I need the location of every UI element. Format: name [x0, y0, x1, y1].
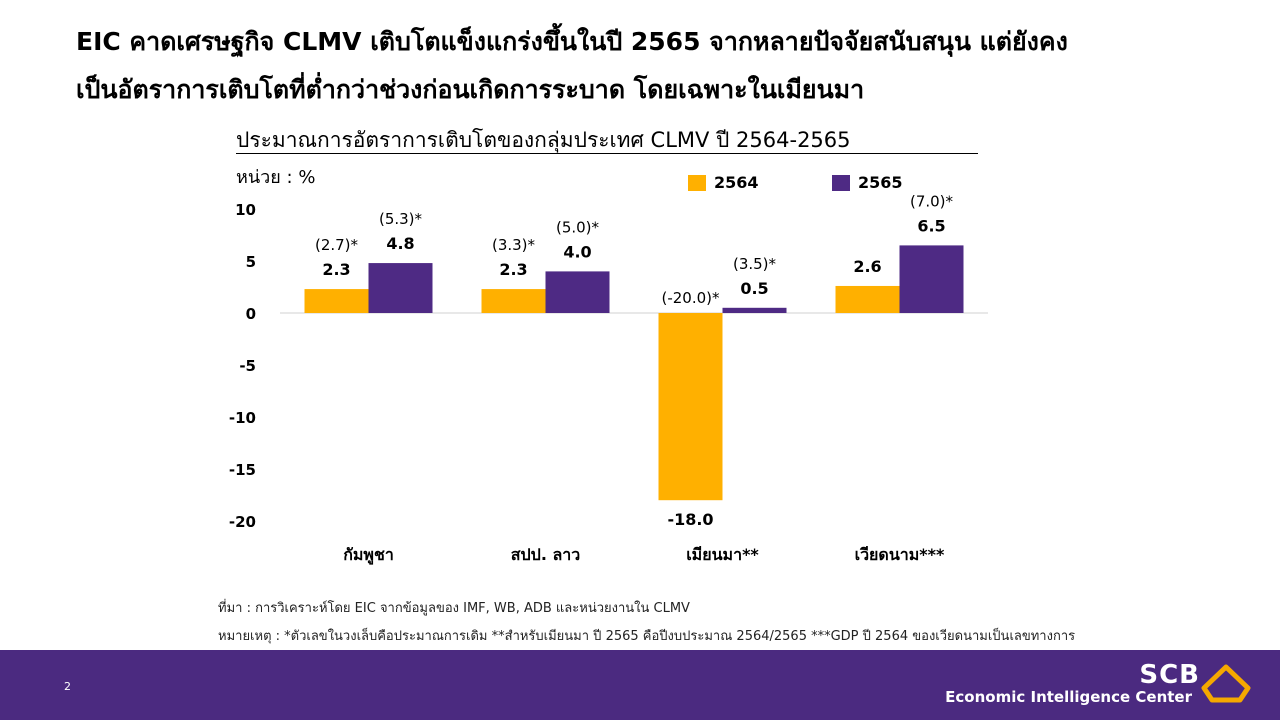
page-number: 2: [64, 680, 71, 693]
bar-value-label: 2.6: [853, 257, 881, 276]
bar-2565: [368, 263, 433, 313]
legend-label-2565: 2565: [858, 173, 903, 192]
scb-logo-icon: [1201, 664, 1251, 703]
category-label: เมียนมา**: [686, 545, 759, 564]
y-tick-label: 10: [235, 201, 256, 219]
bar-value-label: 4.0: [563, 242, 591, 261]
bar-value-label: 2.3: [499, 260, 527, 279]
previous-estimate-label: (3.3)*: [492, 236, 536, 254]
bar-2565: [899, 245, 964, 313]
chart-title: ประมาณการอัตราการเติบโตของกลุ่มประเทศ CL…: [236, 128, 851, 152]
legend-swatch-2565: [832, 174, 850, 191]
remark-note: หมายเหตุ : *ตัวเลขในวงเล็บคือประมาณการเด…: [218, 629, 1076, 644]
source-note: ที่มา : การวิเคราะห์โดย EIC จากข้อมูลของ…: [218, 601, 690, 616]
legend-item-2565: 2565: [832, 173, 903, 192]
y-tick-label: 5: [246, 253, 256, 271]
previous-estimate-label: (5.3)*: [379, 210, 423, 228]
previous-estimate-label: (5.0)*: [556, 218, 600, 236]
legend-swatch-2564: [688, 174, 706, 191]
bar-value-label: 2.3: [322, 260, 350, 279]
previous-estimate-label: (3.5)*: [733, 255, 777, 273]
bar-value-label: 6.5: [917, 216, 945, 235]
title-rule: [236, 153, 978, 154]
legend-label-2564: 2564: [714, 173, 759, 192]
y-tick-label: -20: [229, 513, 256, 531]
previous-estimate-label: (-20.0)*: [661, 289, 720, 307]
bar-chart: 10 5 0 -5 -10 -15 -20 2.3 (2.7)* 4.8 (5.3)* กัมพูชา…: [229, 192, 988, 566]
bar-value-label: 4.8: [386, 234, 414, 253]
headline: EIC คาดเศรษฐกิจ CLMV เติบโตแข็งแกร่งขึ้น…: [76, 18, 1236, 114]
y-tick-label: 0: [246, 305, 256, 323]
bar-2565: [545, 271, 610, 313]
footer-band: [0, 650, 1280, 720]
previous-estimate-label: (7.0)*: [910, 192, 954, 210]
y-tick-label: -10: [229, 409, 256, 427]
bar-value-label: -18.0: [667, 510, 713, 529]
unit-label: หน่วย : %: [236, 167, 316, 188]
bar-2564: [304, 289, 369, 313]
category-label: เวียดนาม***: [855, 545, 945, 564]
headline-line-2: เป็นอัตราการเติบโตที่ต่ำกว่าช่วงก่อนเกิด…: [76, 75, 865, 104]
headline-line-1: EIC คาดเศรษฐกิจ CLMV เติบโตแข็งแกร่งขึ้น…: [76, 27, 1068, 56]
previous-estimate-label: (2.7)*: [315, 236, 359, 254]
bar-2564: [835, 285, 900, 313]
bar-2565: [722, 307, 787, 313]
legend-item-2564: 2564: [688, 173, 759, 192]
y-tick-label: -5: [239, 357, 256, 375]
bar-value-label: 0.5: [740, 279, 768, 298]
brand-subtitle: Economic Intelligence Center: [945, 688, 1192, 706]
bar-2564: [481, 289, 546, 313]
brand-name: SCB: [1139, 660, 1200, 690]
y-tick-label: -15: [229, 461, 256, 479]
category-label: สปป. ลาว: [511, 545, 581, 564]
bar-2564: [658, 313, 723, 501]
category-label: กัมพูชา: [343, 545, 394, 566]
